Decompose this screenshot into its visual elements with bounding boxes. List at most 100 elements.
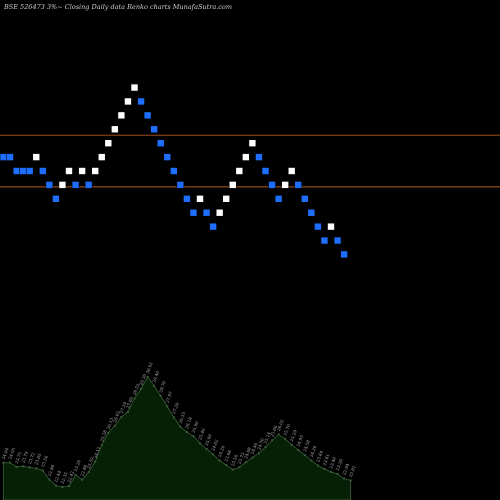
volume-label: 25.00: [204, 433, 213, 446]
brick-up: [97, 153, 106, 161]
volume-point: [94, 460, 97, 463]
volume-label: 23.75: [14, 451, 23, 464]
volume-label: 25.40: [197, 427, 206, 440]
chart-title: BSE 526473 3%~ Closing Daily data Renko …: [3, 3, 232, 11]
volume-point: [284, 437, 287, 440]
volume-point: [113, 424, 116, 427]
brick-down: [314, 222, 322, 231]
volume-label: 23.56: [230, 454, 239, 467]
volume-label: 23.72: [237, 451, 246, 464]
volume-point: [22, 465, 25, 468]
volume-label: 24.70: [256, 437, 265, 450]
brick-down: [176, 181, 185, 189]
volume-label: 22.94: [341, 463, 350, 476]
volume-point: [74, 473, 77, 476]
volume-point: [146, 376, 149, 378]
brick-up: [196, 195, 204, 203]
brick-down: [12, 167, 21, 175]
volume-label: 28.70: [158, 380, 167, 393]
volume-point: [231, 468, 234, 471]
volume-point: [185, 431, 188, 434]
brick-down: [307, 208, 316, 217]
brick-down: [0, 153, 8, 161]
volume-label: 23.40: [328, 456, 337, 469]
volume-label: 23.84: [315, 450, 324, 463]
volume-label: 24.05: [7, 447, 16, 460]
brick-up: [242, 153, 250, 161]
volume-label: 22.42: [66, 470, 75, 483]
brick-down: [320, 236, 329, 245]
volume-point: [257, 452, 260, 455]
volume-label: 24.20: [309, 445, 318, 458]
brick-down: [6, 153, 14, 161]
volume-label: 24.12: [92, 446, 101, 459]
volume-label: 26.02: [276, 418, 285, 431]
volume-point: [107, 431, 110, 434]
volume-label: 23.65: [33, 452, 42, 465]
brick-down: [202, 208, 211, 217]
brick-up: [248, 139, 257, 147]
volume-point: [323, 467, 326, 470]
volume-point: [212, 453, 215, 456]
volume-point: [28, 466, 31, 469]
volume-label: 25.29: [289, 429, 298, 442]
brick-up: [91, 167, 99, 175]
volume-point: [290, 443, 293, 446]
brick-down: [19, 167, 27, 175]
volume-label: 27.97: [164, 390, 173, 403]
volume-label: 25.14: [263, 431, 272, 444]
brick-up: [124, 97, 132, 106]
volume-label: 26.18: [184, 416, 193, 429]
volume-label: 24.08: [243, 446, 252, 459]
volume-point: [297, 448, 300, 451]
volume-label: 30.02: [145, 361, 154, 374]
volume-label: 26.62: [112, 410, 121, 423]
volume-label: 23.79: [20, 450, 29, 463]
brick-down: [71, 181, 80, 189]
brick-up: [287, 167, 296, 175]
brick-down: [261, 167, 270, 175]
brick-down: [189, 208, 198, 217]
volume-point: [349, 479, 352, 482]
brick-down: [294, 181, 303, 189]
brick-down: [333, 236, 342, 245]
brick-up: [281, 181, 289, 189]
volume-point: [159, 394, 162, 397]
level-lines: [0, 134, 500, 188]
volume-point: [48, 478, 51, 481]
volume-point: [9, 461, 12, 464]
volume-point: [238, 466, 241, 469]
volume-label: 24.93: [295, 434, 304, 447]
volume-area: [2, 376, 352, 500]
volume-point: [251, 456, 254, 459]
volume-label: 29.20: [138, 373, 147, 386]
brick-down: [143, 111, 152, 120]
volume-label: 25.70: [282, 423, 291, 436]
brick-down: [274, 195, 283, 203]
volume-label: 24.62: [210, 438, 219, 451]
volume-label: 25.28: [99, 429, 108, 442]
volume-labels: 24.0424.0523.7523.7923.7223.6523.5022.86…: [1, 361, 357, 484]
volume-point: [100, 443, 103, 446]
volume-label: 25.90: [191, 420, 200, 433]
volume-label: 23.88: [223, 449, 232, 462]
volume-label: 23.20: [73, 459, 82, 472]
volume-label: 23.39: [86, 456, 95, 469]
volume-point: [81, 478, 84, 481]
volume-point: [153, 384, 156, 387]
volume-point: [205, 447, 208, 450]
brick-down: [45, 181, 54, 189]
brick-down: [255, 153, 263, 161]
brick-up: [117, 111, 126, 120]
volume-point: [54, 484, 57, 487]
volume-label: 22.86: [47, 464, 56, 477]
volume-point: [225, 464, 228, 467]
brick-up: [222, 195, 230, 203]
brick-up: [58, 181, 67, 189]
volume-point: [68, 484, 70, 487]
volume-label: 28.52: [132, 383, 141, 396]
brick-down: [156, 139, 165, 147]
volume-label: 27.60: [125, 396, 134, 409]
brick-down: [38, 167, 47, 175]
volume-point: [120, 415, 123, 418]
